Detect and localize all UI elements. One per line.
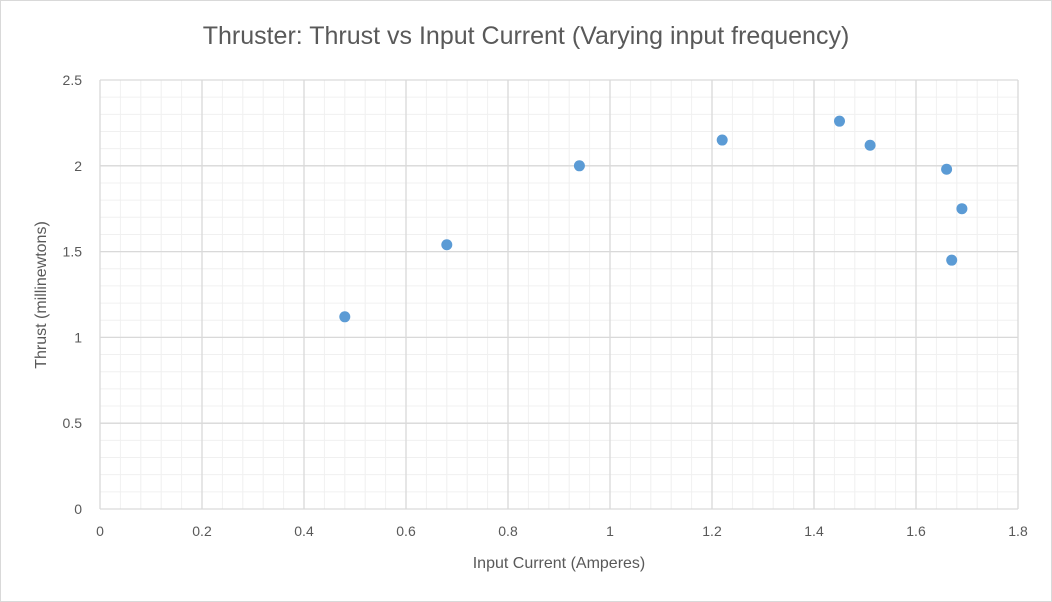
y-tick-label: 0.5 [63,415,83,431]
y-tick-label: 1.5 [63,244,83,260]
x-tick-label: 0.8 [498,523,518,539]
y-tick-label: 2 [74,158,82,174]
data-point [864,139,876,151]
x-tick-label: 0.6 [396,523,416,539]
data-point [716,134,728,146]
x-axis-ticks: 0 0.2 0.4 0.6 0.8 1 1.2 1.4 1.6 1.8 [96,523,1028,539]
y-tick-label: 0 [74,501,82,517]
minor-gridlines [99,79,1019,510]
data-point [956,203,968,215]
x-axis-label: Input Current (Amperes) [472,555,646,572]
data-point [441,239,453,251]
data-point [573,160,585,172]
data-point [834,115,845,127]
major-gridlines [99,79,1019,510]
x-tick-label: 1.4 [804,523,824,539]
x-tick-label: 1 [606,523,614,539]
y-tick-label: 1 [74,329,82,345]
data-points [339,115,968,323]
x-tick-label: 1.8 [1008,523,1028,539]
data-point [339,311,351,323]
data-point [946,254,958,266]
data-point [941,163,953,175]
y-axis-ticks: 0 0.5 1 1.5 2 2.5 [63,72,83,517]
x-tick-label: 0 [96,523,104,539]
y-tick-label: 2.5 [63,72,83,88]
x-tick-label: 1.6 [906,523,926,539]
x-tick-label: 1.2 [702,523,722,539]
x-tick-label: 0.2 [192,523,212,539]
x-tick-label: 0.4 [294,523,314,539]
chart-title: Thruster: Thrust vs Input Current (Varyi… [202,22,850,50]
